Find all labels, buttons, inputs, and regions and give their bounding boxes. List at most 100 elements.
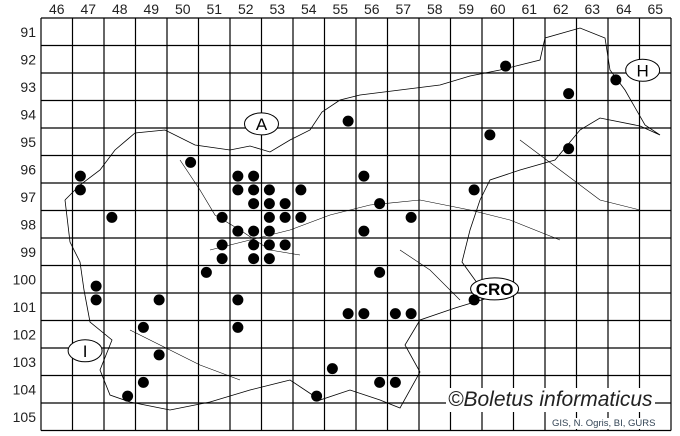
occurrence-dot	[563, 143, 575, 155]
row-label: 105	[13, 409, 37, 425]
occurrence-dot	[311, 390, 323, 402]
occurrence-dot	[326, 363, 338, 375]
column-label: 65	[647, 1, 663, 17]
column-label: 47	[80, 1, 96, 17]
row-labels: 91 92 93 94 95 96 97 98 99 100 101 102 103 104 105	[13, 24, 37, 425]
country-ellipse	[625, 58, 661, 82]
occurrence-dot	[374, 376, 386, 388]
occurrence-dot	[374, 198, 386, 210]
occurrence-dot	[563, 88, 575, 100]
occurrence-dot	[232, 225, 244, 237]
occurrence-dot	[374, 266, 386, 278]
occurrence-dot	[358, 170, 370, 182]
grid-lines	[40, 17, 672, 432]
river-line	[129, 329, 241, 381]
occurrence-dot	[248, 198, 260, 210]
row-label: 102	[13, 326, 37, 342]
column-label: 52	[238, 1, 254, 17]
row-label: 92	[20, 51, 36, 67]
occurrence-dot	[279, 211, 291, 223]
column-label: 63	[584, 1, 600, 17]
occurrence-dot	[279, 198, 291, 210]
occurrence-dot	[405, 308, 417, 320]
column-label: 58	[427, 1, 443, 17]
occurrence-dot	[137, 321, 149, 333]
column-label: 48	[112, 1, 128, 17]
occurrence-dot	[74, 184, 86, 196]
row-label: 100	[13, 271, 37, 287]
occurrence-dot	[90, 294, 102, 306]
country-label: A	[256, 115, 268, 134]
copyright-text: ©Boletus informaticus	[446, 388, 655, 412]
column-labels: 46 47 48 49 50 51 52 53 54 55 56 57 58 59 60 61 62 63 64 65	[49, 1, 663, 17]
occurrence-dot	[263, 239, 275, 251]
river-line	[179, 159, 301, 256]
country-label: H	[637, 61, 649, 80]
occurrence-dot	[248, 225, 260, 237]
occurrence-dot	[295, 211, 307, 223]
column-label: 54	[301, 1, 317, 17]
occurrence-dot	[232, 170, 244, 182]
occurrence-dot	[358, 308, 370, 320]
column-label: 64	[616, 1, 632, 17]
border-line	[64, 27, 661, 411]
column-label: 50	[175, 1, 191, 17]
occurrence-dot	[248, 239, 260, 251]
column-label: 51	[206, 1, 222, 17]
occurrence-dot	[74, 170, 86, 182]
row-label: 101	[13, 299, 37, 315]
column-label: 55	[332, 1, 348, 17]
credit-text: GIS, N. Ogris, BI, GURS	[552, 418, 656, 429]
occurrence-dot	[484, 129, 496, 141]
river-line	[209, 199, 561, 251]
country-label: I	[83, 342, 88, 361]
occurrence-dot	[106, 211, 118, 223]
occurrence-dot	[137, 376, 149, 388]
country-label: CRO	[476, 280, 514, 299]
occurrence-dot	[248, 184, 260, 196]
row-label: 98	[20, 216, 36, 232]
column-label: 59	[458, 1, 474, 17]
river-line	[519, 139, 641, 211]
row-label: 91	[20, 24, 36, 40]
country-labels: A H CRO I	[67, 58, 661, 363]
row-label: 94	[20, 106, 36, 122]
occurrence-dot	[153, 349, 165, 361]
occurrence-dot	[405, 211, 417, 223]
column-label: 56	[364, 1, 380, 17]
occurrence-dot	[358, 225, 370, 237]
occurrence-dot	[500, 60, 512, 72]
row-label: 95	[20, 134, 36, 150]
occurrence-dot	[248, 170, 260, 182]
row-label: 96	[20, 161, 36, 177]
row-label: 97	[20, 189, 36, 205]
occurrence-dot	[279, 239, 291, 251]
occurrence-dot	[232, 321, 244, 333]
occurrence-dot	[389, 308, 401, 320]
occurrence-dot	[468, 184, 480, 196]
column-label: 61	[521, 1, 537, 17]
occurrence-dot	[122, 390, 134, 402]
occurrence-dot	[216, 253, 228, 265]
occurrence-dot	[216, 239, 228, 251]
row-label: 103	[13, 354, 37, 370]
occurrence-dot	[610, 74, 622, 86]
occurrence-dot	[468, 294, 480, 306]
country-ellipse	[67, 339, 103, 363]
occurrence-dot	[263, 225, 275, 237]
occurrence-dots	[74, 60, 622, 402]
row-label: 93	[20, 79, 36, 95]
occurrence-dot	[263, 184, 275, 196]
country-ellipse	[244, 112, 279, 136]
occurrence-dot	[389, 376, 401, 388]
occurrence-dot	[153, 294, 165, 306]
column-label: 49	[143, 1, 159, 17]
country-border	[64, 27, 661, 411]
occurrence-dot	[342, 308, 354, 320]
occurrence-dot	[342, 115, 354, 127]
row-label: 104	[13, 381, 37, 397]
occurrence-dot	[248, 253, 260, 265]
occurrence-dot	[232, 294, 244, 306]
